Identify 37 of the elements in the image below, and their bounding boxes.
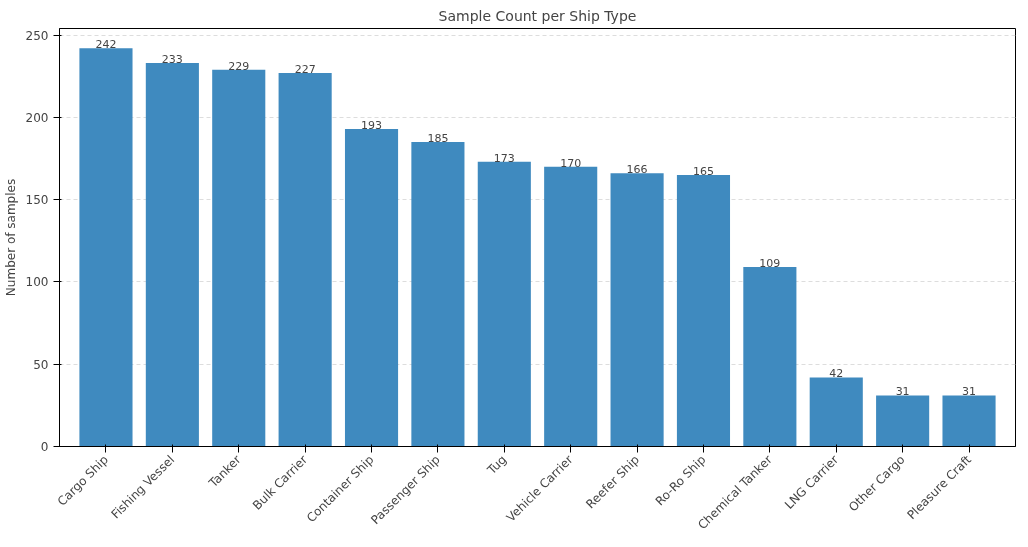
data-label: 193 [361, 118, 383, 132]
bar [145, 63, 199, 447]
bar [743, 267, 797, 447]
chart-title: Sample Count per Ship Type [438, 7, 637, 24]
bar [676, 174, 731, 447]
data-label: 31 [895, 385, 910, 399]
bar [942, 395, 996, 447]
data-label: 166 [626, 163, 648, 177]
bar [278, 72, 332, 447]
data-label: 229 [228, 59, 250, 73]
data-label: 42 [829, 367, 844, 381]
y-tick-label: 100 [25, 275, 49, 290]
data-label: 242 [95, 38, 117, 52]
y-tick-label: 250 [25, 28, 49, 43]
data-label: 185 [427, 132, 449, 146]
y-axis-title: Number of samples [3, 178, 18, 297]
bar [212, 69, 266, 447]
bar [477, 161, 531, 447]
data-label: 31 [962, 385, 977, 399]
bar [809, 377, 863, 447]
y-tick-label: 50 [33, 357, 49, 372]
data-label: 227 [294, 62, 316, 76]
y-tick-label: 150 [25, 193, 49, 208]
x-tick-label: Tug [483, 452, 510, 478]
y-tick-label: 200 [25, 110, 49, 125]
data-label: 165 [692, 164, 714, 178]
bar [610, 173, 664, 447]
y-tick-label: 0 [40, 440, 49, 454]
bar [876, 395, 930, 447]
bar [544, 166, 598, 447]
data-label: 170 [560, 156, 582, 170]
data-label: 233 [161, 53, 183, 67]
bar [79, 48, 133, 447]
data-label: 173 [493, 151, 515, 165]
bar [411, 142, 465, 447]
bar [344, 128, 399, 447]
data-label: 109 [759, 257, 781, 271]
